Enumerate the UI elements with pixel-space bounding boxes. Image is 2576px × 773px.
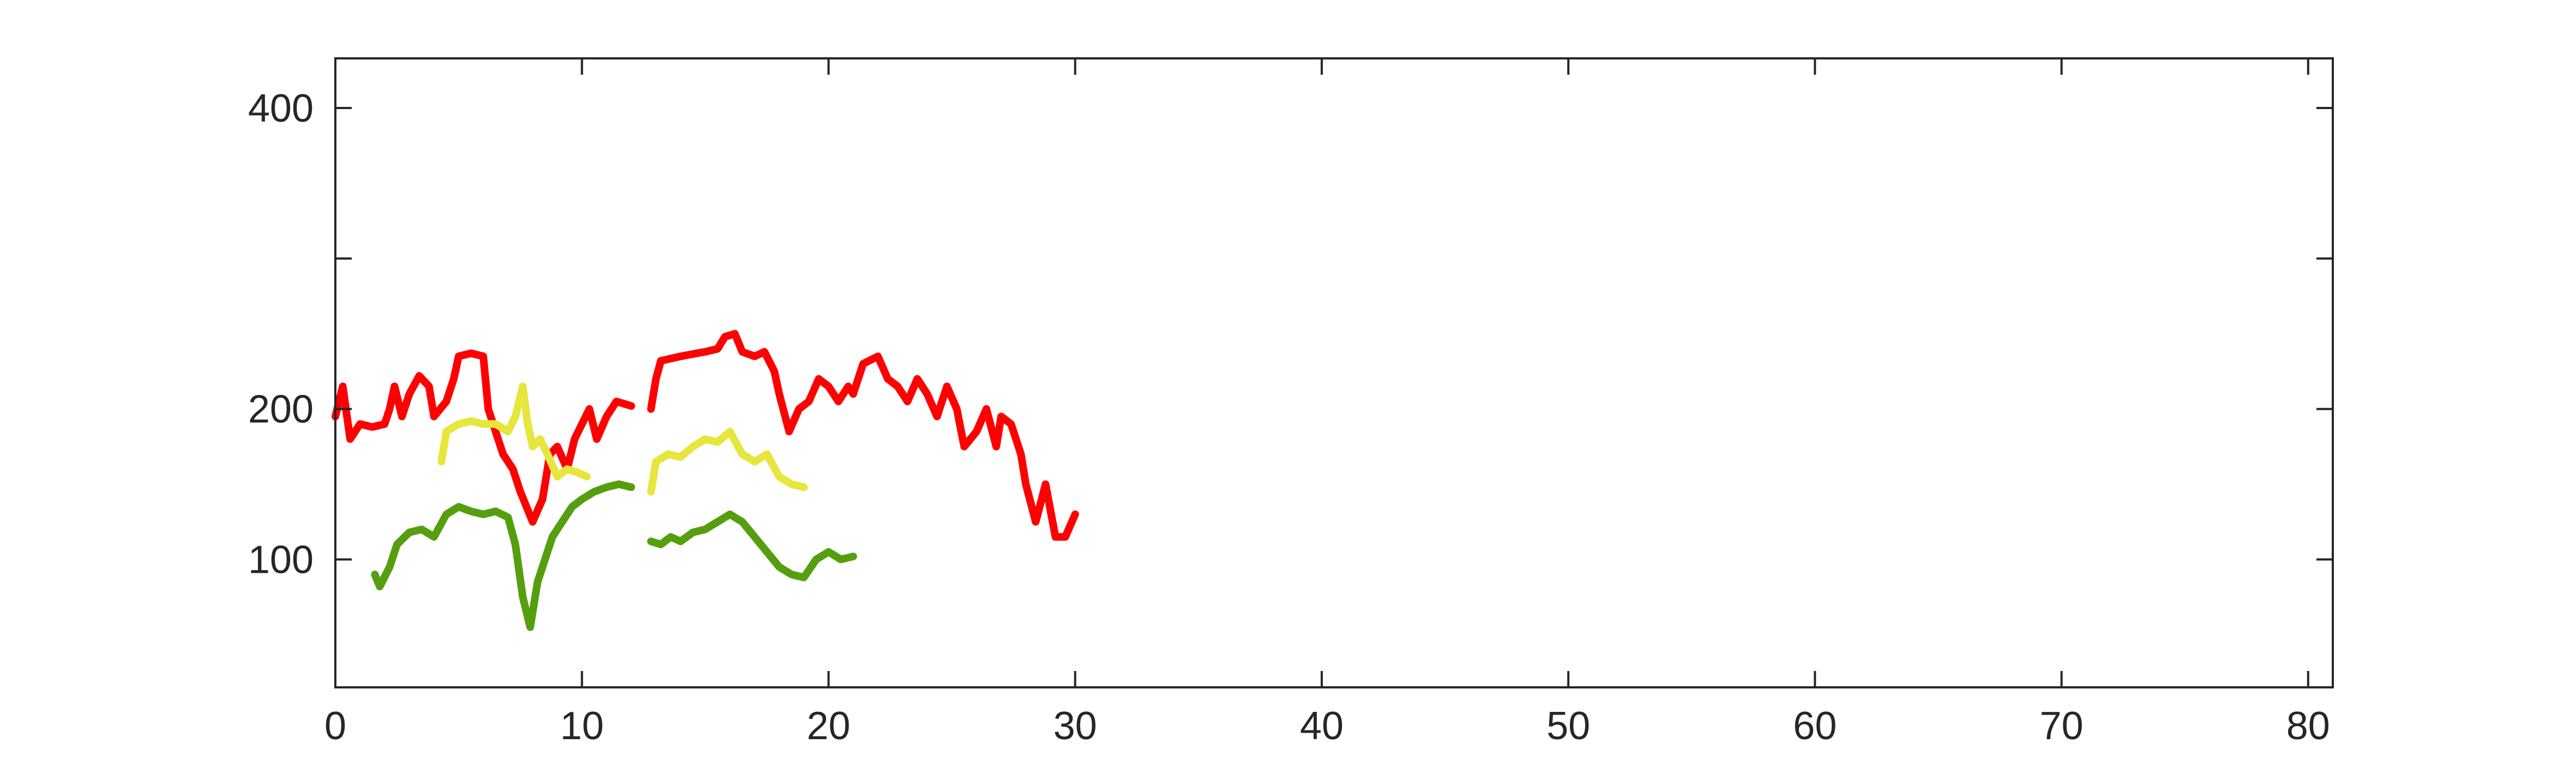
y-tick-label-400: 400 (248, 87, 314, 130)
series-1-segment-0 (437, 382, 591, 481)
series-0-segment-0 (332, 349, 635, 526)
y-tick-label-100: 100 (248, 538, 314, 582)
x-tick-label-80: 80 (2286, 704, 2330, 748)
x-tick-label-10: 10 (560, 704, 604, 748)
x-tick-label-60: 60 (1793, 704, 1837, 748)
series-0-segment-1 (647, 329, 1079, 541)
series-2-segment-0 (371, 480, 635, 631)
x-tick-label-20: 20 (806, 704, 850, 748)
plot-area-border (334, 57, 2334, 688)
x-tick-label-50: 50 (1546, 704, 1590, 748)
series-2-segment-1 (647, 510, 857, 582)
series-1-segment-1 (647, 428, 808, 496)
x-tick-label-40: 40 (1300, 704, 1344, 748)
x-tick-label-0: 0 (324, 704, 346, 748)
y-tick-label-200: 200 (248, 388, 314, 432)
x-tick-label-30: 30 (1054, 704, 1097, 748)
x-tick-label-70: 70 (2040, 704, 2084, 748)
